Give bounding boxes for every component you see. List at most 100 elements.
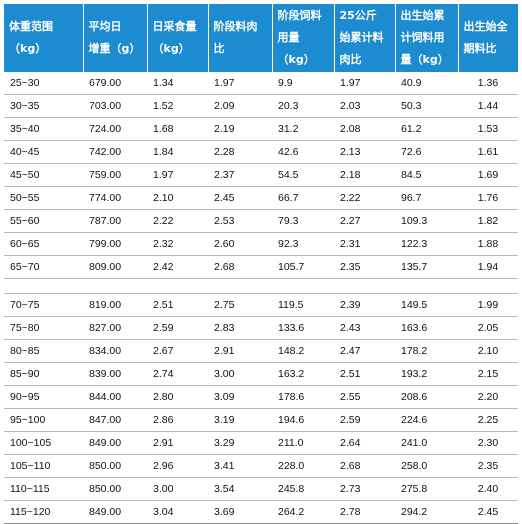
- column-header: 阶段料肉比: [208, 4, 273, 72]
- column-header-line: 阶段饲料: [277, 9, 322, 22]
- column-header: 出生始累 计饲料用 量（kg）: [395, 4, 459, 72]
- table-row: 75~80 827.00 2.59 2.83 133.6 2.43 163.6 2.05: [4, 316, 518, 340]
- table-cell: 2.47: [334, 339, 395, 363]
- table-cell: 850.00: [83, 454, 147, 478]
- table-cell: 799.00: [83, 232, 147, 256]
- table-cell: 2.40: [458, 477, 518, 501]
- table-cell: 133.6: [272, 316, 334, 340]
- table-cell: 72.6: [395, 140, 458, 164]
- table-cell: 258.0: [395, 454, 458, 478]
- table-cell: 80~85: [4, 339, 83, 363]
- table-cell: 2.59: [147, 316, 208, 340]
- column-header-line: 平均日: [88, 20, 122, 33]
- column-header-line: 出生始累: [400, 9, 445, 22]
- table-cell: 2.73: [334, 477, 395, 501]
- table-cell: 1.44: [458, 94, 518, 118]
- column-header-line: 用量: [277, 31, 300, 44]
- table-cell: 2.60: [208, 232, 272, 256]
- table-cell: 2.59: [334, 408, 395, 432]
- table-row: 35~40 724.00 1.68 2.19 31.2 2.08 61.2 1.53: [4, 117, 518, 141]
- table-cell: 2.53: [208, 209, 272, 233]
- table-cell: 135.7: [395, 255, 458, 279]
- table-cell: 849.00: [83, 431, 147, 455]
- table-row: 40~45 742.00 1.84 2.28 42.6 2.13 72.6 1.61: [4, 140, 518, 164]
- table-cell: 2.22: [334, 186, 395, 210]
- table-cell: 3.69: [208, 500, 272, 524]
- column-header: 体重范围 （kg）: [4, 4, 84, 72]
- table-row: 70~75 819.00 2.51 2.75 119.5 2.39 149.5 1.99: [4, 293, 518, 317]
- table-cell: 759.00: [83, 163, 147, 187]
- table-cell: 211.0: [272, 431, 334, 455]
- table-cell: 2.74: [147, 362, 208, 386]
- table-row: 25~30 679.00 1.34 1.97 9.9 1.97 40.9 1.36: [4, 72, 518, 95]
- table-cell: 3.09: [208, 385, 272, 409]
- column-header: 日采食量 （kg）: [147, 4, 209, 72]
- column-header-line: 体重范围: [9, 20, 53, 33]
- table-cell: 66.7: [272, 186, 334, 210]
- table-cell: 1.97: [208, 72, 272, 95]
- table-cell: 742.00: [83, 140, 147, 164]
- table-cell: 55~60: [4, 209, 83, 233]
- table-cell: 1.82: [458, 209, 518, 233]
- column-header-line: 25公斤: [339, 9, 377, 22]
- table-cell: 96.7: [395, 186, 458, 210]
- table-cell: 194.6: [272, 408, 334, 432]
- table-cell: 119.5: [272, 293, 334, 317]
- table-row: 90~95 844.00 2.80 3.09 178.6 2.55 208.6 2.20: [4, 385, 518, 409]
- table-cell: 2.27: [334, 209, 395, 233]
- table-cell: 2.45: [458, 500, 518, 524]
- table-row: 30~35 703.00 1.52 2.09 20.3 2.03 50.3 1.44: [4, 94, 518, 118]
- table-cell: 2.15: [458, 362, 518, 386]
- column-header-line: 始累计料: [339, 31, 384, 44]
- table-cell: 20.3: [272, 94, 334, 118]
- table-cell: 90~95: [4, 385, 83, 409]
- table-cell: 2.37: [208, 163, 272, 187]
- table-row: 115~120 849.00 3.04 3.69 264.2 2.78 294.2 2.45: [4, 500, 518, 524]
- column-header-line: 日采食量: [152, 20, 197, 33]
- table-cell: 1.94: [458, 255, 518, 279]
- table-cell: 2.20: [458, 385, 518, 409]
- table-cell: 2.78: [334, 500, 395, 524]
- table-cell: 264.2: [272, 500, 334, 524]
- table-cell: 2.10: [458, 339, 518, 363]
- column-header-line: （kg）: [277, 53, 315, 66]
- table-cell: 178.2: [395, 339, 458, 363]
- table-cell: 2.35: [334, 255, 395, 279]
- empty-cell: [208, 278, 272, 294]
- table-cell: 1.36: [458, 72, 518, 95]
- table-cell: 2.03: [334, 94, 395, 118]
- table-row: 100~105 849.00 2.91 3.29 211.0 2.64 241.0 2.30: [4, 431, 518, 455]
- table-cell: 2.10: [147, 186, 208, 210]
- table-cell: 115~120: [4, 500, 83, 524]
- table-cell: 809.00: [83, 255, 147, 279]
- table-cell: 50.3: [395, 94, 458, 118]
- table-cell: 3.00: [208, 362, 272, 386]
- column-header-line: 出生始全: [463, 20, 508, 33]
- column-header: 25公斤 始累计料 肉比: [334, 4, 396, 72]
- table-cell: 3.19: [208, 408, 272, 432]
- table-cell: 31.2: [272, 117, 334, 141]
- table-cell: 40.9: [395, 72, 458, 95]
- group-separator: [4, 278, 518, 294]
- table-cell: 850.00: [83, 477, 147, 501]
- table-row: 60~65 799.00 2.32 2.60 92.3 2.31 122.3 1.88: [4, 232, 518, 256]
- table-cell: 844.00: [83, 385, 147, 409]
- table-cell: 2.09: [208, 94, 272, 118]
- table-cell: 2.51: [334, 362, 395, 386]
- table-cell: 834.00: [83, 339, 147, 363]
- table-cell: 193.2: [395, 362, 458, 386]
- table-cell: 2.96: [147, 454, 208, 478]
- table-cell: 65~70: [4, 255, 83, 279]
- column-header-line: 计饲料用: [400, 31, 445, 44]
- table-row: 55~60 787.00 2.22 2.53 79.3 2.27 109.3 1.82: [4, 209, 518, 233]
- table-cell: 163.2: [272, 362, 334, 386]
- table-cell: 148.2: [272, 339, 334, 363]
- table-cell: 2.68: [208, 255, 272, 279]
- table-cell: 163.6: [395, 316, 458, 340]
- table-cell: 1.76: [458, 186, 518, 210]
- feed-data-table: 体重范围 （kg） 平均日 增重（g） 日采食量 （kg） 阶段料肉比阶段饲料 用量 （kg） 2…: [4, 4, 518, 524]
- table-cell: 245.8: [272, 477, 334, 501]
- table-cell: 100~105: [4, 431, 83, 455]
- table-cell: 2.22: [147, 209, 208, 233]
- table-cell: 45~50: [4, 163, 83, 187]
